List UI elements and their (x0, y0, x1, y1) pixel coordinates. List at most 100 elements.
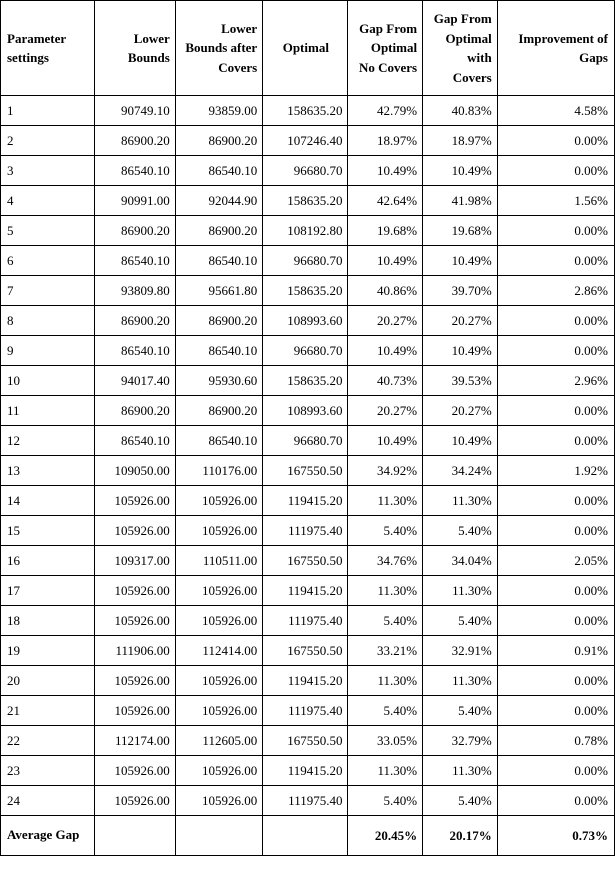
cell-improvement: 2.96% (497, 366, 614, 396)
cell-lower-bounds: 111906.00 (94, 636, 175, 666)
cell-lower-bounds-after-covers: 112414.00 (175, 636, 262, 666)
header-lower-bounds: Lower Bounds (94, 1, 175, 96)
cell-lower-bounds-after-covers: 86900.20 (175, 216, 262, 246)
table-row: 986540.1086540.1096680.7010.49%10.49%0.0… (1, 336, 615, 366)
cell-gap-no-covers: 10.49% (348, 156, 423, 186)
table-row: 19111906.00112414.00167550.5033.21%32.91… (1, 636, 615, 666)
cell-lower-bounds: 105926.00 (94, 486, 175, 516)
cell-lower-bounds: 94017.40 (94, 366, 175, 396)
cell-lower-bounds-after-covers: 86540.10 (175, 426, 262, 456)
cell-lower-bounds-after-covers: 110511.00 (175, 546, 262, 576)
cell-improvement: 0.00% (497, 756, 614, 786)
cell-parameter: 3 (1, 156, 95, 186)
table-row: 1286540.1086540.1096680.7010.49%10.49%0.… (1, 426, 615, 456)
cell-optimal: 111975.40 (263, 606, 348, 636)
cell-parameter: 23 (1, 756, 95, 786)
cell-lower-bounds-after-covers: 105926.00 (175, 606, 262, 636)
table-row: 15105926.00105926.00111975.405.40%5.40%0… (1, 516, 615, 546)
header-optimal: Optimal (263, 1, 348, 96)
cell-gap-with-covers: 10.49% (423, 426, 498, 456)
table-row: 793809.8095661.80158635.2040.86%39.70%2.… (1, 276, 615, 306)
cell-gap-no-covers: 11.30% (348, 756, 423, 786)
average-empty (175, 816, 262, 856)
cell-parameter: 17 (1, 576, 95, 606)
cell-lower-bounds-after-covers: 105926.00 (175, 756, 262, 786)
table-row: 22112174.00112605.00167550.5033.05%32.79… (1, 726, 615, 756)
cell-lower-bounds: 86900.20 (94, 126, 175, 156)
cell-gap-with-covers: 32.79% (423, 726, 498, 756)
table-row: 586900.2086900.20108192.8019.68%19.68%0.… (1, 216, 615, 246)
table-row: 13109050.00110176.00167550.5034.92%34.24… (1, 456, 615, 486)
table-row: 16109317.00110511.00167550.5034.76%34.04… (1, 546, 615, 576)
header-gap-no-covers: Gap From Optimal No Covers (348, 1, 423, 96)
cell-gap-no-covers: 10.49% (348, 246, 423, 276)
cell-lower-bounds-after-covers: 105926.00 (175, 696, 262, 726)
cell-parameter: 19 (1, 636, 95, 666)
average-gap-with-covers: 20.17% (423, 816, 498, 856)
cell-lower-bounds-after-covers: 110176.00 (175, 456, 262, 486)
table-row: 23105926.00105926.00119415.2011.30%11.30… (1, 756, 615, 786)
cell-lower-bounds: 105926.00 (94, 786, 175, 816)
table-row: 190749.1093859.00158635.2042.79%40.83%4.… (1, 96, 615, 126)
cell-gap-with-covers: 34.04% (423, 546, 498, 576)
cell-lower-bounds-after-covers: 93859.00 (175, 96, 262, 126)
cell-gap-no-covers: 42.64% (348, 186, 423, 216)
cell-lower-bounds-after-covers: 86540.10 (175, 246, 262, 276)
cell-optimal: 119415.20 (263, 486, 348, 516)
cell-optimal: 167550.50 (263, 636, 348, 666)
table-row: 14105926.00105926.00119415.2011.30%11.30… (1, 486, 615, 516)
table-row: 490991.0092044.90158635.2042.64%41.98%1.… (1, 186, 615, 216)
cell-improvement: 0.00% (497, 696, 614, 726)
cell-gap-no-covers: 33.21% (348, 636, 423, 666)
cell-gap-with-covers: 11.30% (423, 666, 498, 696)
cell-lower-bounds-after-covers: 86900.20 (175, 396, 262, 426)
cell-lower-bounds: 86540.10 (94, 426, 175, 456)
table-row: 18105926.00105926.00111975.405.40%5.40%0… (1, 606, 615, 636)
cell-parameter: 16 (1, 546, 95, 576)
cell-gap-no-covers: 5.40% (348, 786, 423, 816)
cell-optimal: 108993.60 (263, 396, 348, 426)
cell-optimal: 158635.20 (263, 96, 348, 126)
cell-gap-no-covers: 5.40% (348, 516, 423, 546)
cell-gap-with-covers: 10.49% (423, 336, 498, 366)
cell-lower-bounds: 86540.10 (94, 156, 175, 186)
table-body: 190749.1093859.00158635.2042.79%40.83%4.… (1, 96, 615, 856)
cell-parameter: 7 (1, 276, 95, 306)
cell-optimal: 96680.70 (263, 426, 348, 456)
cell-parameter: 2 (1, 126, 95, 156)
cell-gap-with-covers: 11.30% (423, 486, 498, 516)
cell-parameter: 11 (1, 396, 95, 426)
cell-gap-with-covers: 18.97% (423, 126, 498, 156)
cell-lower-bounds: 105926.00 (94, 516, 175, 546)
cell-lower-bounds-after-covers: 105926.00 (175, 486, 262, 516)
cell-gap-no-covers: 34.76% (348, 546, 423, 576)
cell-optimal: 167550.50 (263, 456, 348, 486)
cell-gap-no-covers: 20.27% (348, 396, 423, 426)
cell-improvement: 0.00% (497, 666, 614, 696)
cell-gap-with-covers: 34.24% (423, 456, 498, 486)
cell-gap-with-covers: 20.27% (423, 306, 498, 336)
cell-lower-bounds: 105926.00 (94, 696, 175, 726)
average-gap-no-covers: 20.45% (348, 816, 423, 856)
cell-lower-bounds: 90991.00 (94, 186, 175, 216)
average-empty (94, 816, 175, 856)
cell-parameter: 18 (1, 606, 95, 636)
table-row: 386540.1086540.1096680.7010.49%10.49%0.0… (1, 156, 615, 186)
cell-parameter: 15 (1, 516, 95, 546)
cell-improvement: 0.00% (497, 516, 614, 546)
cell-parameter: 8 (1, 306, 95, 336)
cell-optimal: 119415.20 (263, 756, 348, 786)
table-header: Parameter settings Lower Bounds Lower Bo… (1, 1, 615, 96)
cell-optimal: 96680.70 (263, 246, 348, 276)
cell-optimal: 96680.70 (263, 156, 348, 186)
cell-lower-bounds-after-covers: 95930.60 (175, 366, 262, 396)
cell-improvement: 0.00% (497, 576, 614, 606)
table-row: 286900.2086900.20107246.4018.97%18.97%0.… (1, 126, 615, 156)
cell-optimal: 158635.20 (263, 186, 348, 216)
cell-lower-bounds: 93809.80 (94, 276, 175, 306)
table-row: 1094017.4095930.60158635.2040.73%39.53%2… (1, 366, 615, 396)
table-row: 20105926.00105926.00119415.2011.30%11.30… (1, 666, 615, 696)
cell-gap-with-covers: 40.83% (423, 96, 498, 126)
cell-lower-bounds: 86540.10 (94, 336, 175, 366)
cell-gap-with-covers: 10.49% (423, 246, 498, 276)
